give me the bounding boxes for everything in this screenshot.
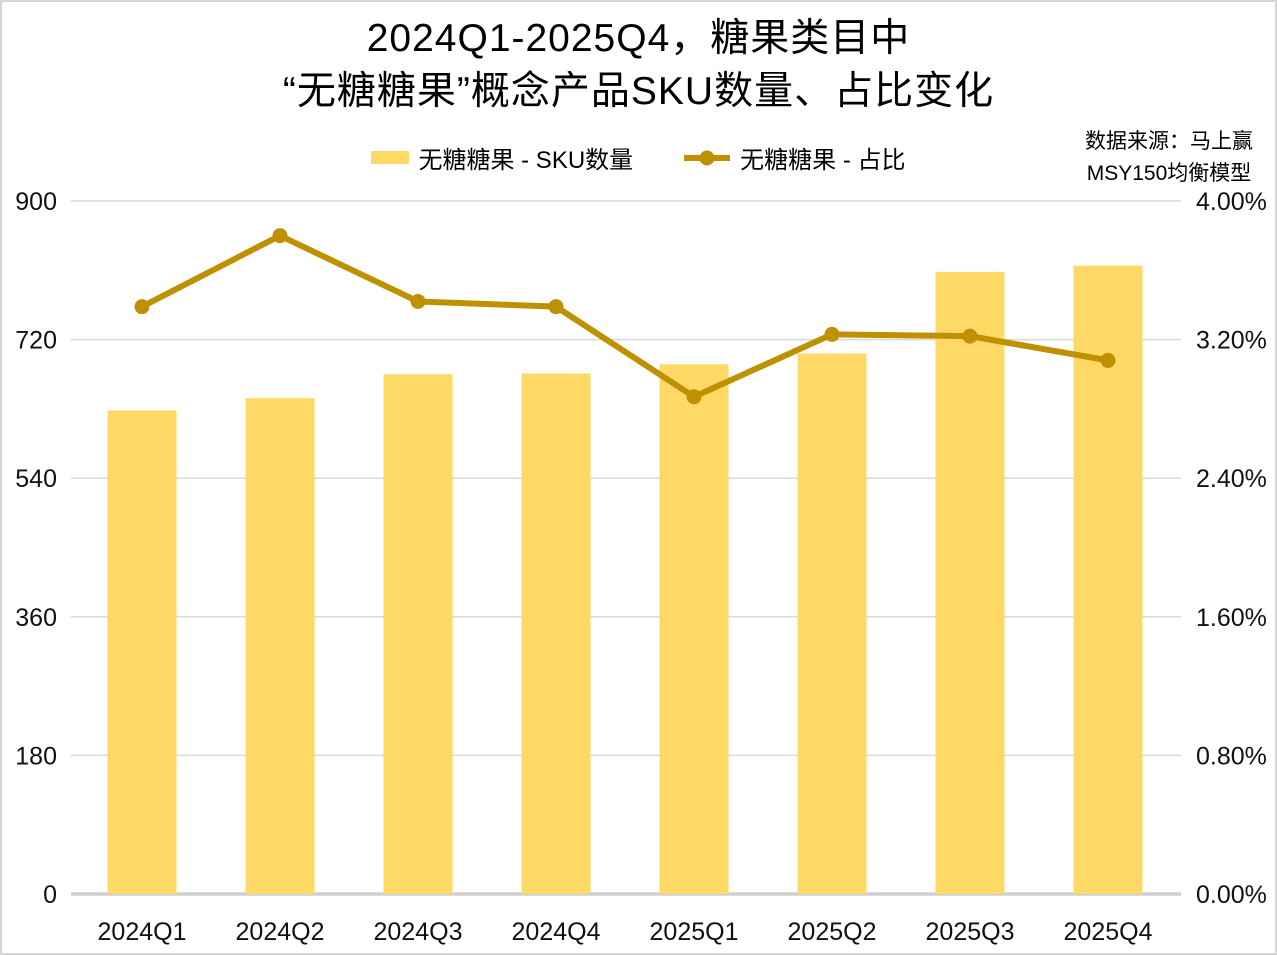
right-axis-tick-label: 0.00% (1196, 881, 1267, 909)
right-axis-tick-label: 4.00% (1196, 188, 1267, 216)
chart-legend: 无糖糖果 - SKU数量 无糖糖果 - 占比 (0, 140, 1277, 175)
x-axis-label-2024Q2: 2024Q2 (236, 918, 325, 946)
x-axis-label-2025Q4: 2025Q4 (1064, 918, 1153, 946)
bar-2025Q4 (1073, 265, 1143, 894)
bar-2025Q3 (935, 271, 1005, 895)
left-axis-tick-label: 720 (15, 327, 57, 355)
right-axis-tick-label: 0.80% (1196, 742, 1267, 770)
left-axis-tick-label: 900 (15, 188, 57, 216)
legend-label-share: 无糖糖果 - 占比 (740, 147, 906, 174)
bar-2025Q2 (797, 353, 867, 895)
chart-title-line2: “无糖糖果”概念产品SKU数量、占比变化 (282, 70, 995, 113)
line-point-2025Q2 (824, 326, 840, 342)
x-axis-label-2024Q3: 2024Q3 (374, 918, 463, 946)
left-axis-tick-label: 360 (15, 604, 57, 632)
line-series-swatch-icon (684, 150, 731, 165)
x-axis-label-2025Q2: 2025Q2 (788, 918, 877, 946)
share-line-series (139, 232, 1111, 400)
line-point-2024Q3 (410, 293, 426, 309)
left-axis-tick-label: 180 (15, 742, 57, 770)
right-axis-tick-label: 1.60% (1196, 604, 1267, 632)
legend-label-sku-count: 无糖糖果 - SKU数量 (418, 147, 634, 174)
right-axis-tick-label: 2.40% (1196, 465, 1267, 493)
data-source-line1: 数据来源：马上赢 (1085, 130, 1253, 153)
line-point-2024Q2 (272, 228, 288, 244)
legend-item-sku-count: 无糖糖果 - SKU数量 (371, 140, 633, 175)
legend-item-share: 无糖糖果 - 占比 (683, 140, 906, 175)
line-point-2025Q1 (686, 389, 702, 405)
chart-title: 2024Q1-2025Q4，糖果类目中 “无糖糖果”概念产品SKU数量、占比变化 (0, 12, 1277, 118)
x-axis-label-2024Q1: 2024Q1 (98, 918, 187, 946)
bar-2024Q2 (245, 398, 315, 894)
bar-2024Q1 (107, 410, 177, 894)
line-point-2024Q4 (548, 299, 564, 315)
x-axis-label-2025Q1: 2025Q1 (650, 918, 739, 946)
line-point-2024Q1 (134, 299, 150, 315)
bar-2024Q4 (521, 373, 591, 895)
data-source-line2: MSY150均衡模型 (1086, 162, 1252, 185)
x-axis-label-2024Q4: 2024Q4 (512, 918, 601, 946)
bar-series-swatch-icon (371, 151, 410, 164)
line-point-2025Q4 (1100, 352, 1116, 368)
chart-title-line1: 2024Q1-2025Q4，糖果类目中 (366, 17, 911, 60)
right-axis-tick-label: 3.20% (1196, 327, 1267, 355)
data-source-note: 数据来源：马上赢 MSY150均衡模型 (1085, 126, 1253, 190)
left-axis-tick-label: 540 (15, 465, 57, 493)
bar-2024Q3 (383, 374, 453, 894)
x-axis-label-2025Q3: 2025Q3 (926, 918, 1015, 946)
bar-2025Q1 (659, 364, 729, 894)
left-axis-tick-label: 0 (43, 881, 57, 909)
line-point-2025Q3 (962, 328, 978, 344)
